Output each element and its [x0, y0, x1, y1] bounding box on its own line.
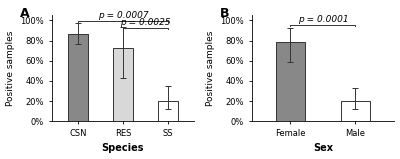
X-axis label: Species: Species	[102, 143, 144, 153]
Text: B: B	[220, 7, 230, 20]
Bar	[68, 34, 88, 121]
X-axis label: Sex: Sex	[313, 143, 333, 153]
Text: p = 0.0025: p = 0.0025	[120, 18, 171, 28]
Bar	[113, 48, 133, 121]
Text: p = 0.0007: p = 0.0007	[98, 11, 148, 20]
Text: p = 0.0001: p = 0.0001	[298, 15, 348, 24]
Text: A: A	[20, 7, 30, 20]
Bar	[158, 101, 178, 121]
Bar	[276, 41, 305, 121]
Bar	[341, 101, 370, 121]
Y-axis label: Positive samples: Positive samples	[206, 31, 214, 106]
Y-axis label: Positive samples: Positive samples	[6, 31, 14, 106]
